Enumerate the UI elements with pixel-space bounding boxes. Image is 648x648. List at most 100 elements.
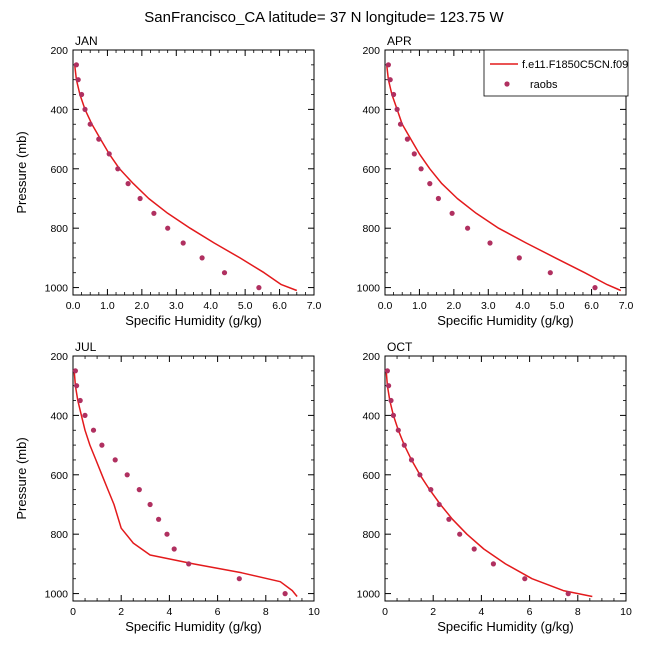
jul-ytick-label: 400: [50, 410, 68, 422]
jul-raobs-point: [74, 383, 80, 389]
jan-raobs-point: [125, 181, 131, 187]
jul-xtick-label: 0: [70, 606, 76, 618]
oct-raobs-point: [388, 397, 394, 404]
jul-raobs-point: [136, 487, 142, 493]
jan-y-axis-label: Pressure (mb): [14, 131, 29, 213]
apr-raobs-point: [411, 151, 417, 157]
apr-raobs-point: [391, 91, 397, 98]
apr-x-axis-label: Specific Humidity (g/kg): [437, 313, 574, 328]
jul-xtick-label: 10: [308, 606, 320, 618]
oct-xtick-label: 6: [527, 606, 533, 618]
oct-xtick-label: 2: [430, 606, 436, 618]
apr-ytick-label: 400: [362, 104, 380, 116]
oct-raobs-point: [417, 472, 423, 478]
jul-raobs-point: [90, 427, 97, 433]
jan-raobs-point: [106, 151, 112, 157]
jul-xtick-label: 8: [263, 606, 269, 618]
jul-raobs-point: [236, 576, 242, 582]
oct-raobs-point: [522, 576, 528, 582]
jul-raobs-point: [82, 412, 88, 418]
apr-xtick-label: 5.0: [550, 300, 565, 312]
jul-ytick-label: 200: [50, 351, 68, 363]
oct-raobs-point: [384, 368, 390, 374]
jan-ytick-label: 200: [50, 45, 68, 57]
oct-raobs-point: [386, 383, 392, 389]
apr-raobs-point: [449, 210, 455, 216]
jan-raobs-point: [87, 121, 93, 127]
jan-xtick-label: 6.0: [272, 300, 287, 312]
panels-group: 0.0 1.0 2.0 3.0 4.0 5.0 6.0 7.02004006008001000…: [14, 34, 633, 634]
oct-ytick-label: 400: [362, 410, 380, 422]
oct-raobs-point: [471, 546, 477, 552]
apr-raobs-point: [387, 77, 393, 83]
oct-ytick-label: 1000: [357, 589, 381, 601]
apr-xtick-label: 7.0: [619, 300, 634, 312]
jan-raobs-point: [82, 106, 88, 112]
jul-raobs-point: [164, 531, 170, 537]
jan-xtick-label: 1.0: [100, 300, 115, 312]
apr-xtick-label: 4.0: [515, 300, 530, 312]
apr-raobs-point: [487, 240, 493, 246]
jul-raobs-point: [112, 457, 118, 463]
panel-jan: 0.0 1.0 2.0 3.0 4.0 5.0 6.0 7.0 200 400 600 800 1000…: [14, 34, 321, 328]
apr-model-line: [385, 64, 622, 292]
jan-raobs-point: [96, 136, 102, 142]
jul-raobs-point: [124, 472, 130, 478]
apr-raobs-point: [427, 181, 433, 187]
jul-xtick-label: 4: [166, 606, 172, 618]
jul-raobs-point: [171, 546, 177, 552]
panel-apr: 0.0 1.0 2.0 3.0 4.0 5.0 6.0 7.0 200 400 600 800 1000…: [357, 34, 634, 328]
jan-xtick-label: 0.0: [66, 300, 81, 312]
apr-raobs-point: [547, 270, 553, 276]
apr-ytick-label: 200: [362, 45, 380, 57]
oct-ytick-label: 200: [362, 351, 380, 363]
jul-raobs-point: [156, 516, 162, 522]
apr-xtick-label: 6.0: [584, 300, 599, 312]
oct-raobs-point: [390, 412, 396, 418]
oct-xtick-label: 8: [575, 606, 581, 618]
jan-plot-frame: [72, 49, 315, 296]
jan-raobs-point: [165, 225, 171, 231]
apr-xtick-label: 0.0: [378, 300, 393, 312]
jul-ytick-label: 600: [50, 470, 68, 482]
jul-panel-title: JUL: [75, 340, 97, 354]
jan-xtick-label: 3.0: [169, 300, 184, 312]
apr-ytick-label: 1000: [357, 283, 381, 295]
jan-x-axis-label: Specific Humidity (g/kg): [125, 313, 262, 328]
apr-raobs-point: [465, 225, 471, 231]
apr-raobs-point: [404, 136, 410, 142]
oct-raobs-point: [490, 561, 496, 567]
jul-xtick-label: 6: [215, 606, 221, 618]
apr-ytick-label: 800: [362, 223, 380, 235]
jul-model-line: [73, 370, 298, 597]
jan-model-line: [73, 64, 298, 292]
jan-ytick-label: 1000: [45, 283, 69, 295]
oct-xtick-label: 10: [620, 606, 632, 618]
legend-marker-swatch: [504, 81, 510, 87]
jul-raobs-point: [77, 397, 83, 404]
jan-raobs-point: [151, 210, 157, 216]
apr-ytick-label: 600: [362, 164, 380, 176]
apr-raobs-point: [394, 106, 400, 112]
oct-xtick-label: 0: [382, 606, 388, 618]
oct-raobs-point: [436, 501, 442, 508]
panel-oct: 0 2 4 6 8 10 200 400 600 800 1000 OCT Specific Humid…: [357, 340, 632, 634]
apr-raobs-point: [397, 121, 404, 127]
apr-raobs-point: [592, 285, 598, 291]
jan-raobs-point: [180, 240, 186, 246]
oct-raobs-point: [395, 427, 401, 433]
jan-ytick-label: 800: [50, 223, 68, 235]
jan-raobs-point: [115, 166, 121, 172]
jan-raobs-point: [79, 91, 85, 98]
apr-xtick-label: 1.0: [412, 300, 427, 312]
oct-raobs-point: [565, 591, 571, 597]
apr-raobs-point: [385, 62, 391, 68]
jan-xtick-label: 2.0: [135, 300, 150, 312]
oct-ytick-label: 600: [362, 470, 380, 482]
oct-x-axis-label: Specific Humidity (g/kg): [437, 619, 574, 634]
jan-panel-title: JAN: [75, 34, 98, 48]
oct-ytick-label: 800: [362, 529, 380, 541]
legend: f.e11.F1850C5CN.f09 raobs: [483, 49, 629, 97]
oct-raobs-point: [401, 442, 407, 448]
oct-xtick-label: 4: [478, 606, 484, 618]
